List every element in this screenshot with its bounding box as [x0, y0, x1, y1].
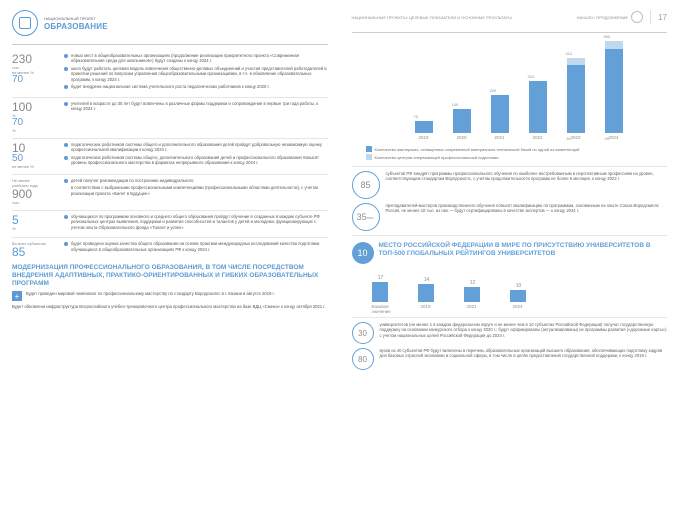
ring-value: 35тыс. — [352, 203, 380, 231]
metric-text: будет внедрена национальная система учит… — [71, 84, 270, 89]
metric-value: 5 — [12, 214, 64, 226]
rank-text: вузов из 40 субъектов РФ будут включены … — [380, 348, 668, 370]
metric-value: 10 — [12, 142, 64, 154]
metric-text: педагогических работников системы общего… — [71, 155, 328, 166]
legend-label: Количество мастерских, оснащенных соврем… — [375, 147, 580, 152]
bar-chart: 701402203105141249500 — [412, 41, 668, 133]
project-label: НАЦИОНАЛЬНЫЙ ПРОЕКТ — [44, 16, 96, 21]
metric-row: 100 % 70 % учителей в возрасте до 35 лет… — [12, 101, 328, 133]
ring-value: 85 — [352, 171, 380, 199]
legend-label: Количество центров опережающей профессио… — [375, 155, 499, 160]
metric-text: педагогических работников системы общего… — [71, 142, 328, 153]
metric-text: будет проведена оценка качества общего о… — [71, 241, 328, 252]
rank-num: 30 — [352, 322, 374, 344]
rank-bullet: 80 вузов из 40 субъектов РФ будут включе… — [352, 348, 668, 370]
ring-text: субъектов РФ внедрят программы профессио… — [386, 171, 668, 199]
divider — [12, 44, 328, 45]
chart-x-axis: 201920202021202220232024 — [412, 135, 668, 140]
rank-bar-chart: 17141210 — [372, 268, 668, 302]
page-meta: НАЦИОНАЛЬНЫЕ ПРОЕКТЫ: ЦЕЛЕВЫЕ ПОКАЗАТЕЛИ… — [352, 10, 668, 24]
rank-num: 80 — [352, 348, 374, 370]
metric-row: 230 тыс. не менее % 70 новых мест в обще… — [12, 53, 328, 92]
rank-x-axis: Базовое значение201920212024 — [372, 304, 668, 314]
ring-text: преподавателей-мастеров производственног… — [386, 203, 668, 231]
rank-badge: 10 — [352, 242, 374, 264]
project-title: ОБРАЗОВАНИЕ — [44, 22, 108, 31]
metric-value: 50 — [12, 154, 64, 164]
metric-row: Во всех субъектах 85 будет проведена оце… — [12, 241, 328, 258]
metric-row: 5 % обучающихся по программам основного … — [12, 214, 328, 232]
metric-row: 10 50 не менее % педагогических работник… — [12, 142, 328, 169]
metric-value: 70 — [12, 118, 64, 128]
metric-value: 900 — [12, 188, 64, 200]
legend-swatch — [366, 146, 372, 152]
ring-metric: 35тыс. преподавателей-мастеров производс… — [352, 203, 668, 231]
nav-label: НАЧАЛО / ПРОДОЛЖЕНИЕ — [577, 15, 628, 20]
metric-text: учителей в возрасте до 35 лет будут вовл… — [71, 101, 328, 112]
metric-text: новых мест в общеобразовательных организ… — [71, 53, 328, 64]
metric-row: Не менее учебного года 900 тыс. детей по… — [12, 178, 328, 205]
rank-text: университетов (не менее 1 в каждом федер… — [380, 322, 668, 344]
nav-circle-icon — [631, 11, 643, 23]
legend-swatch — [366, 154, 372, 160]
rank-header: 10 МЕСТО РОССИЙСКОЙ ФЕДЕРАЦИИ В МИРЕ ПО … — [352, 242, 668, 264]
metric-text: обучающихся по программам основного и ср… — [71, 214, 328, 230]
project-icon — [12, 10, 38, 36]
project-header: НАЦИОНАЛЬНЫЙ ПРОЕКТ ОБРАЗОВАНИЕ — [12, 10, 328, 36]
meta-text: НАЦИОНАЛЬНЫЕ ПРОЕКТЫ: ЦЕЛЕВЫЕ ПОКАЗАТЕЛИ… — [352, 15, 512, 20]
ring-metric: 85 субъектов РФ внедрят программы профес… — [352, 171, 668, 199]
metric-text: в соответствии с выбранными профессионал… — [71, 185, 328, 196]
metric-text: детей получат рекомендации по построению… — [71, 178, 193, 183]
rank-title: МЕСТО РОССИЙСКОЙ ФЕДЕРАЦИИ В МИРЕ ПО ПРИ… — [379, 242, 668, 258]
chart-legend: Количество мастерских, оснащенных соврем… — [366, 146, 668, 160]
footer-text: Будет проведен мировой чемпионат по проф… — [26, 291, 275, 301]
metric-value: 85 — [12, 246, 64, 258]
metric-value: 100 — [12, 101, 64, 113]
page-number: 17 — [658, 13, 667, 22]
rank-bullet: 30 университетов (не менее 1 в каждом фе… — [352, 322, 668, 344]
metric-sub-value: 70 — [12, 75, 64, 85]
divider — [352, 32, 668, 33]
metric-value: 230 — [12, 53, 64, 65]
plus-icon: + — [12, 291, 22, 301]
section-title: МОДЕРНИЗАЦИЯ ПРОФЕССИОНАЛЬНОГО ОБРАЗОВАН… — [12, 264, 328, 287]
metric-text: школ будут работать целевая модель вовле… — [71, 66, 328, 82]
footer-text: Будет обновлена инфраструктура Всероссий… — [12, 304, 328, 309]
